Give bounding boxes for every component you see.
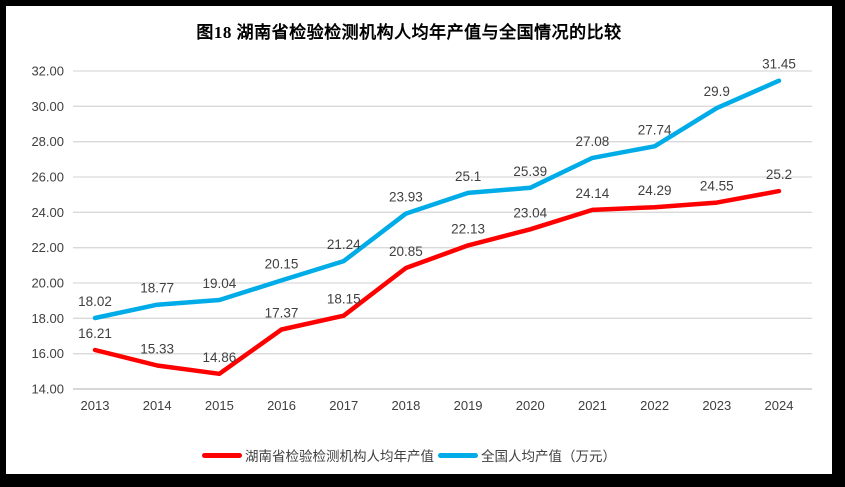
y-axis-tick-label: 30.00 — [31, 99, 64, 114]
data-label: 14.86 — [202, 350, 236, 365]
data-label: 20.15 — [265, 256, 299, 271]
x-axis-tick-label: 2023 — [702, 398, 731, 413]
legend-label-national: 全国人均产值（万元） — [481, 449, 616, 464]
legend-label-hunan: 湖南省检验检测机构人均年产值 — [245, 449, 434, 464]
x-axis-tick-label: 2022 — [640, 398, 669, 413]
data-label: 23.04 — [513, 205, 547, 220]
data-label: 23.93 — [389, 190, 423, 205]
national-series-swatch-icon — [438, 452, 478, 458]
data-label: 18.15 — [327, 292, 361, 307]
data-label: 18.77 — [140, 281, 174, 296]
data-label: 15.33 — [140, 342, 174, 357]
data-label: 31.45 — [762, 57, 796, 72]
y-axis-tick-label: 18.00 — [31, 311, 64, 326]
data-label: 25.39 — [513, 164, 547, 179]
hunan-series-line — [92, 188, 782, 377]
data-label: 29.9 — [704, 84, 730, 99]
y-axis-tick-label: 32.00 — [31, 64, 64, 79]
data-label: 20.85 — [389, 244, 423, 259]
x-axis-tick-label: 2019 — [454, 398, 483, 413]
legend: 湖南省检验检测机构人均年产值 全国人均产值（万元） — [6, 445, 812, 465]
hunan-series-swatch-icon — [202, 452, 242, 458]
chart-area: 图18 湖南省检验检测机构人均年产值与全国情况的比较 14.00 16.00 18.… — [6, 6, 832, 474]
data-label: 24.55 — [700, 179, 734, 194]
data-label: 24.14 — [576, 186, 610, 201]
data-label: 17.37 — [265, 305, 299, 320]
data-label: 19.04 — [202, 276, 236, 291]
national-series-line — [92, 78, 782, 321]
x-axis-tick-label: 2014 — [143, 398, 172, 413]
y-axis-tick-label: 28.00 — [31, 134, 64, 149]
data-label: 24.29 — [638, 183, 672, 198]
data-label: 25.1 — [455, 169, 481, 184]
x-axis-tick-label: 2020 — [516, 398, 545, 413]
data-label: 21.24 — [327, 237, 361, 252]
y-axis-tick-label: 22.00 — [31, 240, 64, 255]
y-axis-tick-label: 14.00 — [31, 382, 64, 397]
data-label: 16.21 — [78, 326, 112, 341]
y-axis-tick-label: 26.00 — [31, 170, 64, 185]
line-chart-plot: 14.00 16.00 18.00 20.00 22.00 24.00 26.00 28.00… — [31, 57, 812, 413]
x-axis-tick-label: 2013 — [81, 398, 110, 413]
x-axis-tick-label: 2018 — [391, 398, 420, 413]
data-label: 18.02 — [78, 294, 112, 309]
data-label: 27.08 — [576, 134, 610, 149]
y-axis-tick-label: 24.00 — [31, 205, 64, 220]
data-label: 22.13 — [451, 221, 485, 236]
x-axis-tick-label: 2016 — [267, 398, 296, 413]
x-axis-tick-label: 2024 — [765, 398, 794, 413]
legend-item-national: 全国人均产值（万元） — [438, 445, 616, 465]
y-axis-tick-label: 16.00 — [31, 346, 64, 361]
x-axis-tick-label: 2015 — [205, 398, 234, 413]
chart-title: 图18 湖南省检验检测机构人均年产值与全国情况的比较 — [196, 23, 622, 42]
legend-item-hunan: 湖南省检验检测机构人均年产值 — [202, 445, 434, 465]
x-axis-tick-label: 2021 — [578, 398, 607, 413]
data-label: 27.74 — [638, 122, 672, 137]
x-axis-tick-label: 2017 — [329, 398, 358, 413]
y-axis-tick-label: 20.00 — [31, 276, 64, 291]
data-label: 25.2 — [766, 167, 792, 182]
